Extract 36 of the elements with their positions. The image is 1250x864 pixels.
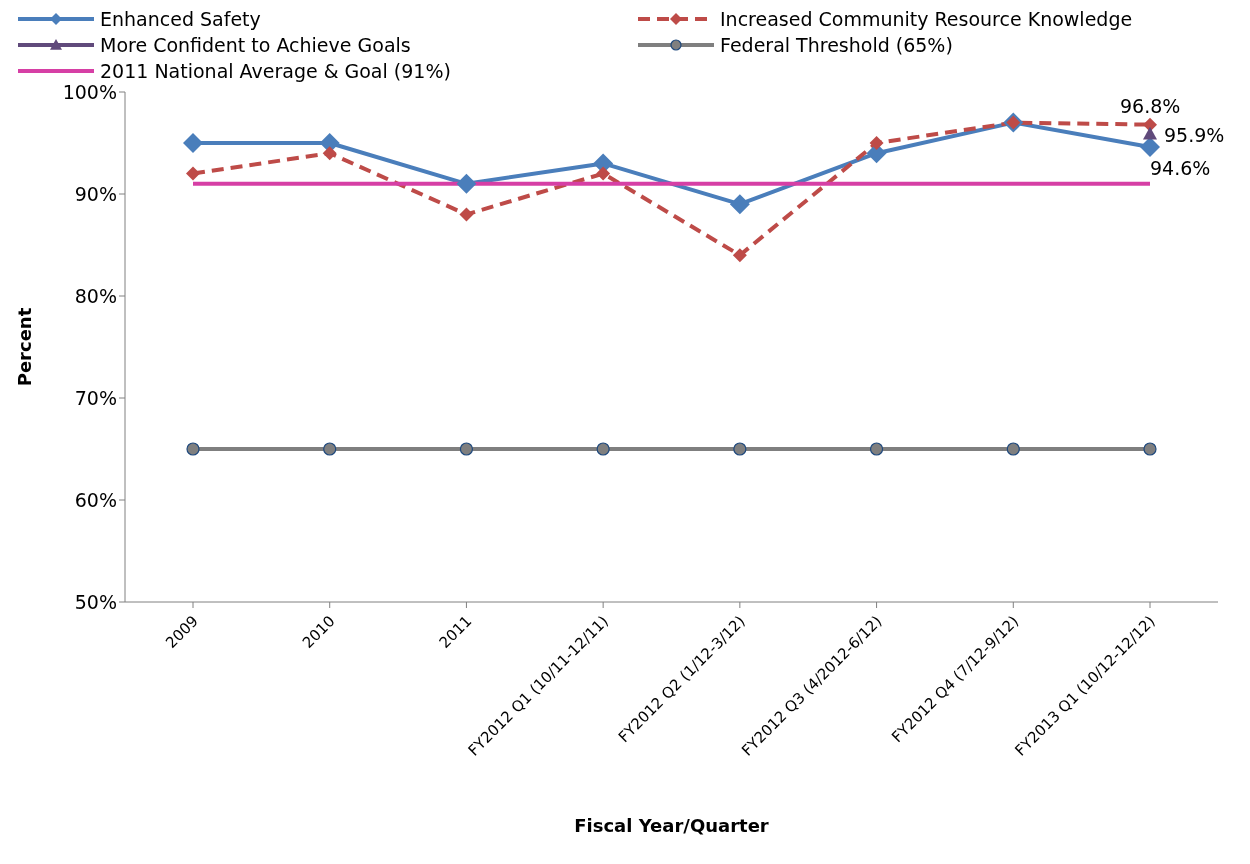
y-tick-label: 80%	[74, 284, 117, 307]
data-label: 94.6%	[1150, 157, 1211, 180]
point	[459, 207, 474, 222]
x-axis-title: Fiscal Year/Quarter	[574, 815, 769, 836]
point	[732, 248, 747, 263]
legend-label: Federal Threshold (65%)	[720, 34, 953, 56]
point	[733, 442, 747, 456]
point	[459, 442, 474, 456]
legend-label: 2011 National Average & Goal (91%)	[100, 60, 451, 82]
y-tick-label: 90%	[74, 182, 117, 205]
y-tick-label: 50%	[74, 590, 117, 613]
legend-label: Increased Community Resource Knowledge	[720, 8, 1133, 30]
legend-label: Enhanced Safety	[100, 8, 261, 30]
point	[869, 136, 884, 150]
data-label: 96.8%	[1120, 94, 1181, 117]
point	[322, 146, 337, 161]
y-tick-label: 100%	[62, 80, 117, 103]
data-label: 95.9%	[1164, 123, 1225, 146]
point	[186, 442, 200, 456]
point	[1143, 442, 1157, 456]
point	[1143, 126, 1157, 140]
point	[456, 173, 477, 194]
y-tick-label: 60%	[74, 488, 117, 511]
point	[323, 442, 337, 456]
point	[1143, 117, 1157, 132]
point	[186, 166, 200, 181]
point	[596, 166, 611, 181]
point	[1140, 137, 1160, 158]
point	[596, 442, 610, 456]
y-axis-title: Percent	[14, 307, 36, 387]
y-tick-label: 70%	[74, 386, 117, 409]
legend-label: More Confident to Achieve Goals	[100, 34, 411, 56]
point	[869, 442, 884, 456]
point	[183, 133, 203, 153]
point	[729, 194, 750, 215]
point	[1006, 442, 1020, 456]
